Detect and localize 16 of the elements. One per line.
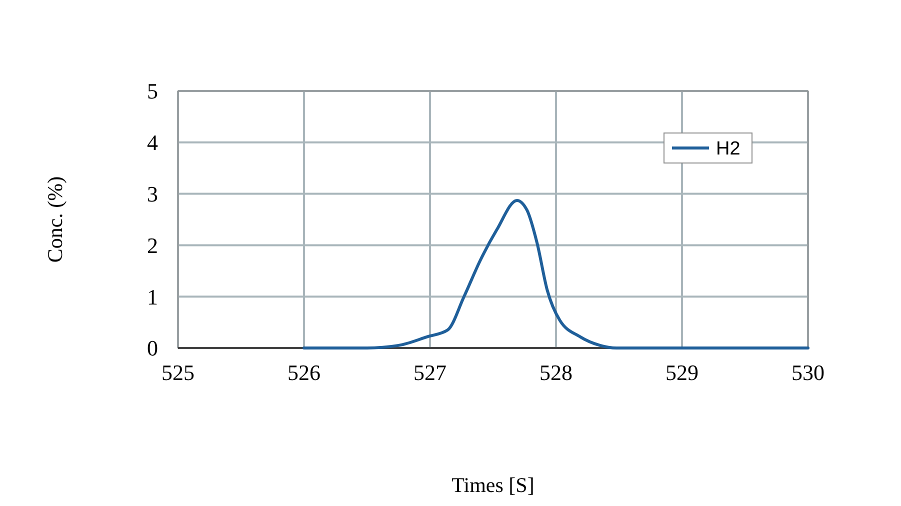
- x-tick-label: 528: [540, 360, 572, 385]
- x-tick-label: 526: [288, 360, 320, 385]
- y-tick-label: 1: [147, 284, 158, 310]
- y-axis-title: Conc. (%): [43, 176, 67, 263]
- x-tick-label: 527: [414, 360, 446, 385]
- x-axis-title: Times [S]: [452, 473, 534, 497]
- x-tick-label: 525: [162, 360, 194, 385]
- legend-label: H2: [716, 138, 740, 160]
- line-series: [302, 198, 810, 350]
- x-tick-label: 529: [666, 360, 698, 385]
- x-tick-label: 530: [792, 360, 824, 385]
- y-tick-label: 5: [147, 78, 158, 104]
- y-tick-label: 4: [147, 130, 158, 156]
- y-tick-label: 0: [147, 336, 158, 361]
- y-tick-label: 2: [147, 232, 158, 258]
- y-tick-label: 3: [147, 182, 158, 206]
